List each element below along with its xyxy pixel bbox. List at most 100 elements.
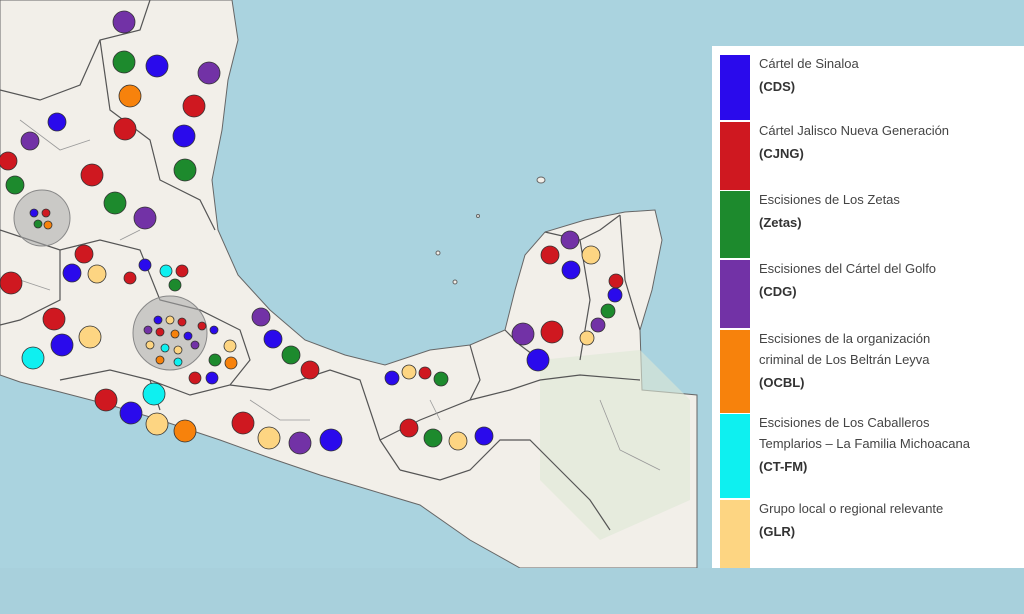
marker: [540, 320, 564, 344]
marker: [87, 264, 107, 284]
legend: Cártel de Sinaloa (CDS) Cártel Jalisco Nue…: [720, 55, 971, 568]
marker: [29, 208, 39, 218]
marker: [399, 418, 419, 438]
marker: [138, 258, 152, 272]
marker: [423, 428, 443, 448]
marker: [561, 260, 581, 280]
marker: [155, 355, 165, 365]
marker: [182, 94, 206, 118]
marker: [581, 245, 601, 265]
legend-swatch: [720, 191, 750, 258]
marker: [560, 230, 580, 250]
marker: [145, 54, 169, 78]
marker: [208, 353, 222, 367]
legend-label: Cártel Jalisco Nueva Generación: [759, 123, 949, 138]
legend-abbr: (CJNG): [759, 146, 804, 161]
marker: [153, 315, 163, 325]
marker: [159, 264, 173, 278]
islands: [435, 176, 546, 285]
marker: [5, 175, 25, 195]
marker: [168, 278, 182, 292]
legend-swatch: [720, 122, 750, 190]
marker: [418, 366, 432, 380]
legend-label: Escisiones de Los Zetas: [759, 192, 900, 207]
legend-label: Cártel de Sinaloa: [759, 56, 859, 71]
marker: [511, 322, 535, 346]
marker: [74, 244, 94, 264]
marker: [80, 163, 104, 187]
legend-swatch: [720, 55, 750, 120]
marker: [224, 356, 238, 370]
marker: [288, 431, 312, 455]
marker: [175, 264, 189, 278]
legend-abbr: (GLR): [759, 524, 795, 539]
legend-label: criminal de Los Beltrán Leyva: [759, 352, 930, 367]
legend-label: Escisiones de la organización: [759, 331, 930, 346]
legend-label: Templarios – La Familia Michoacana: [759, 436, 971, 451]
marker: [33, 219, 43, 229]
marker: [145, 340, 155, 350]
marker: [41, 208, 51, 218]
marker: [231, 411, 255, 435]
marker: [145, 412, 169, 436]
marker: [319, 428, 343, 452]
bottom-band: [0, 568, 1024, 614]
marker: [401, 364, 417, 380]
legend-abbr: (CDS): [759, 79, 795, 94]
marker: [118, 84, 142, 108]
marker: [281, 345, 301, 365]
marker: [0, 271, 23, 295]
marker: [78, 325, 102, 349]
marker: [223, 339, 237, 353]
marker: [384, 370, 400, 386]
marker: [433, 371, 449, 387]
marker: [257, 426, 281, 450]
marker: [165, 315, 175, 325]
marker: [300, 360, 320, 380]
marker: [600, 303, 616, 319]
marker: [62, 263, 82, 283]
marker: [155, 327, 165, 337]
marker: [173, 419, 197, 443]
marker: [474, 426, 494, 446]
marker: [173, 357, 183, 367]
marker: [540, 245, 560, 265]
marker: [119, 401, 143, 425]
marker: [173, 345, 183, 355]
marker: [43, 220, 53, 230]
marker: [608, 273, 624, 289]
marker: [20, 131, 40, 151]
legend-swatch: [720, 500, 750, 568]
legend-abbr: (CT-FM): [759, 459, 807, 474]
marker: [590, 317, 606, 333]
marker: [251, 307, 271, 327]
legend-swatch: [720, 260, 750, 328]
cluster-area: [132, 295, 208, 371]
marker: [197, 61, 221, 85]
marker: [205, 371, 219, 385]
yucatan-jungle: [540, 350, 690, 540]
marker: [526, 348, 550, 372]
marker: [113, 117, 137, 141]
marker: [47, 112, 67, 132]
marker: [112, 50, 136, 74]
cluster-area: [13, 189, 71, 247]
marker: [263, 329, 283, 349]
legend-abbr: (Zetas): [759, 215, 802, 230]
marker: [143, 325, 153, 335]
marker: [94, 388, 118, 412]
marker: [123, 271, 137, 285]
marker: [607, 287, 623, 303]
presence-markers: [0, 10, 624, 455]
legend-abbr: (OCBL): [759, 375, 805, 390]
marker: [448, 431, 468, 451]
marker: [50, 333, 74, 357]
marker: [42, 307, 66, 331]
legend-abbr: (CDG): [759, 284, 797, 299]
marker: [190, 340, 200, 350]
marker: [170, 329, 180, 339]
marker: [21, 346, 45, 370]
marker: [160, 343, 170, 353]
marker: [172, 124, 196, 148]
